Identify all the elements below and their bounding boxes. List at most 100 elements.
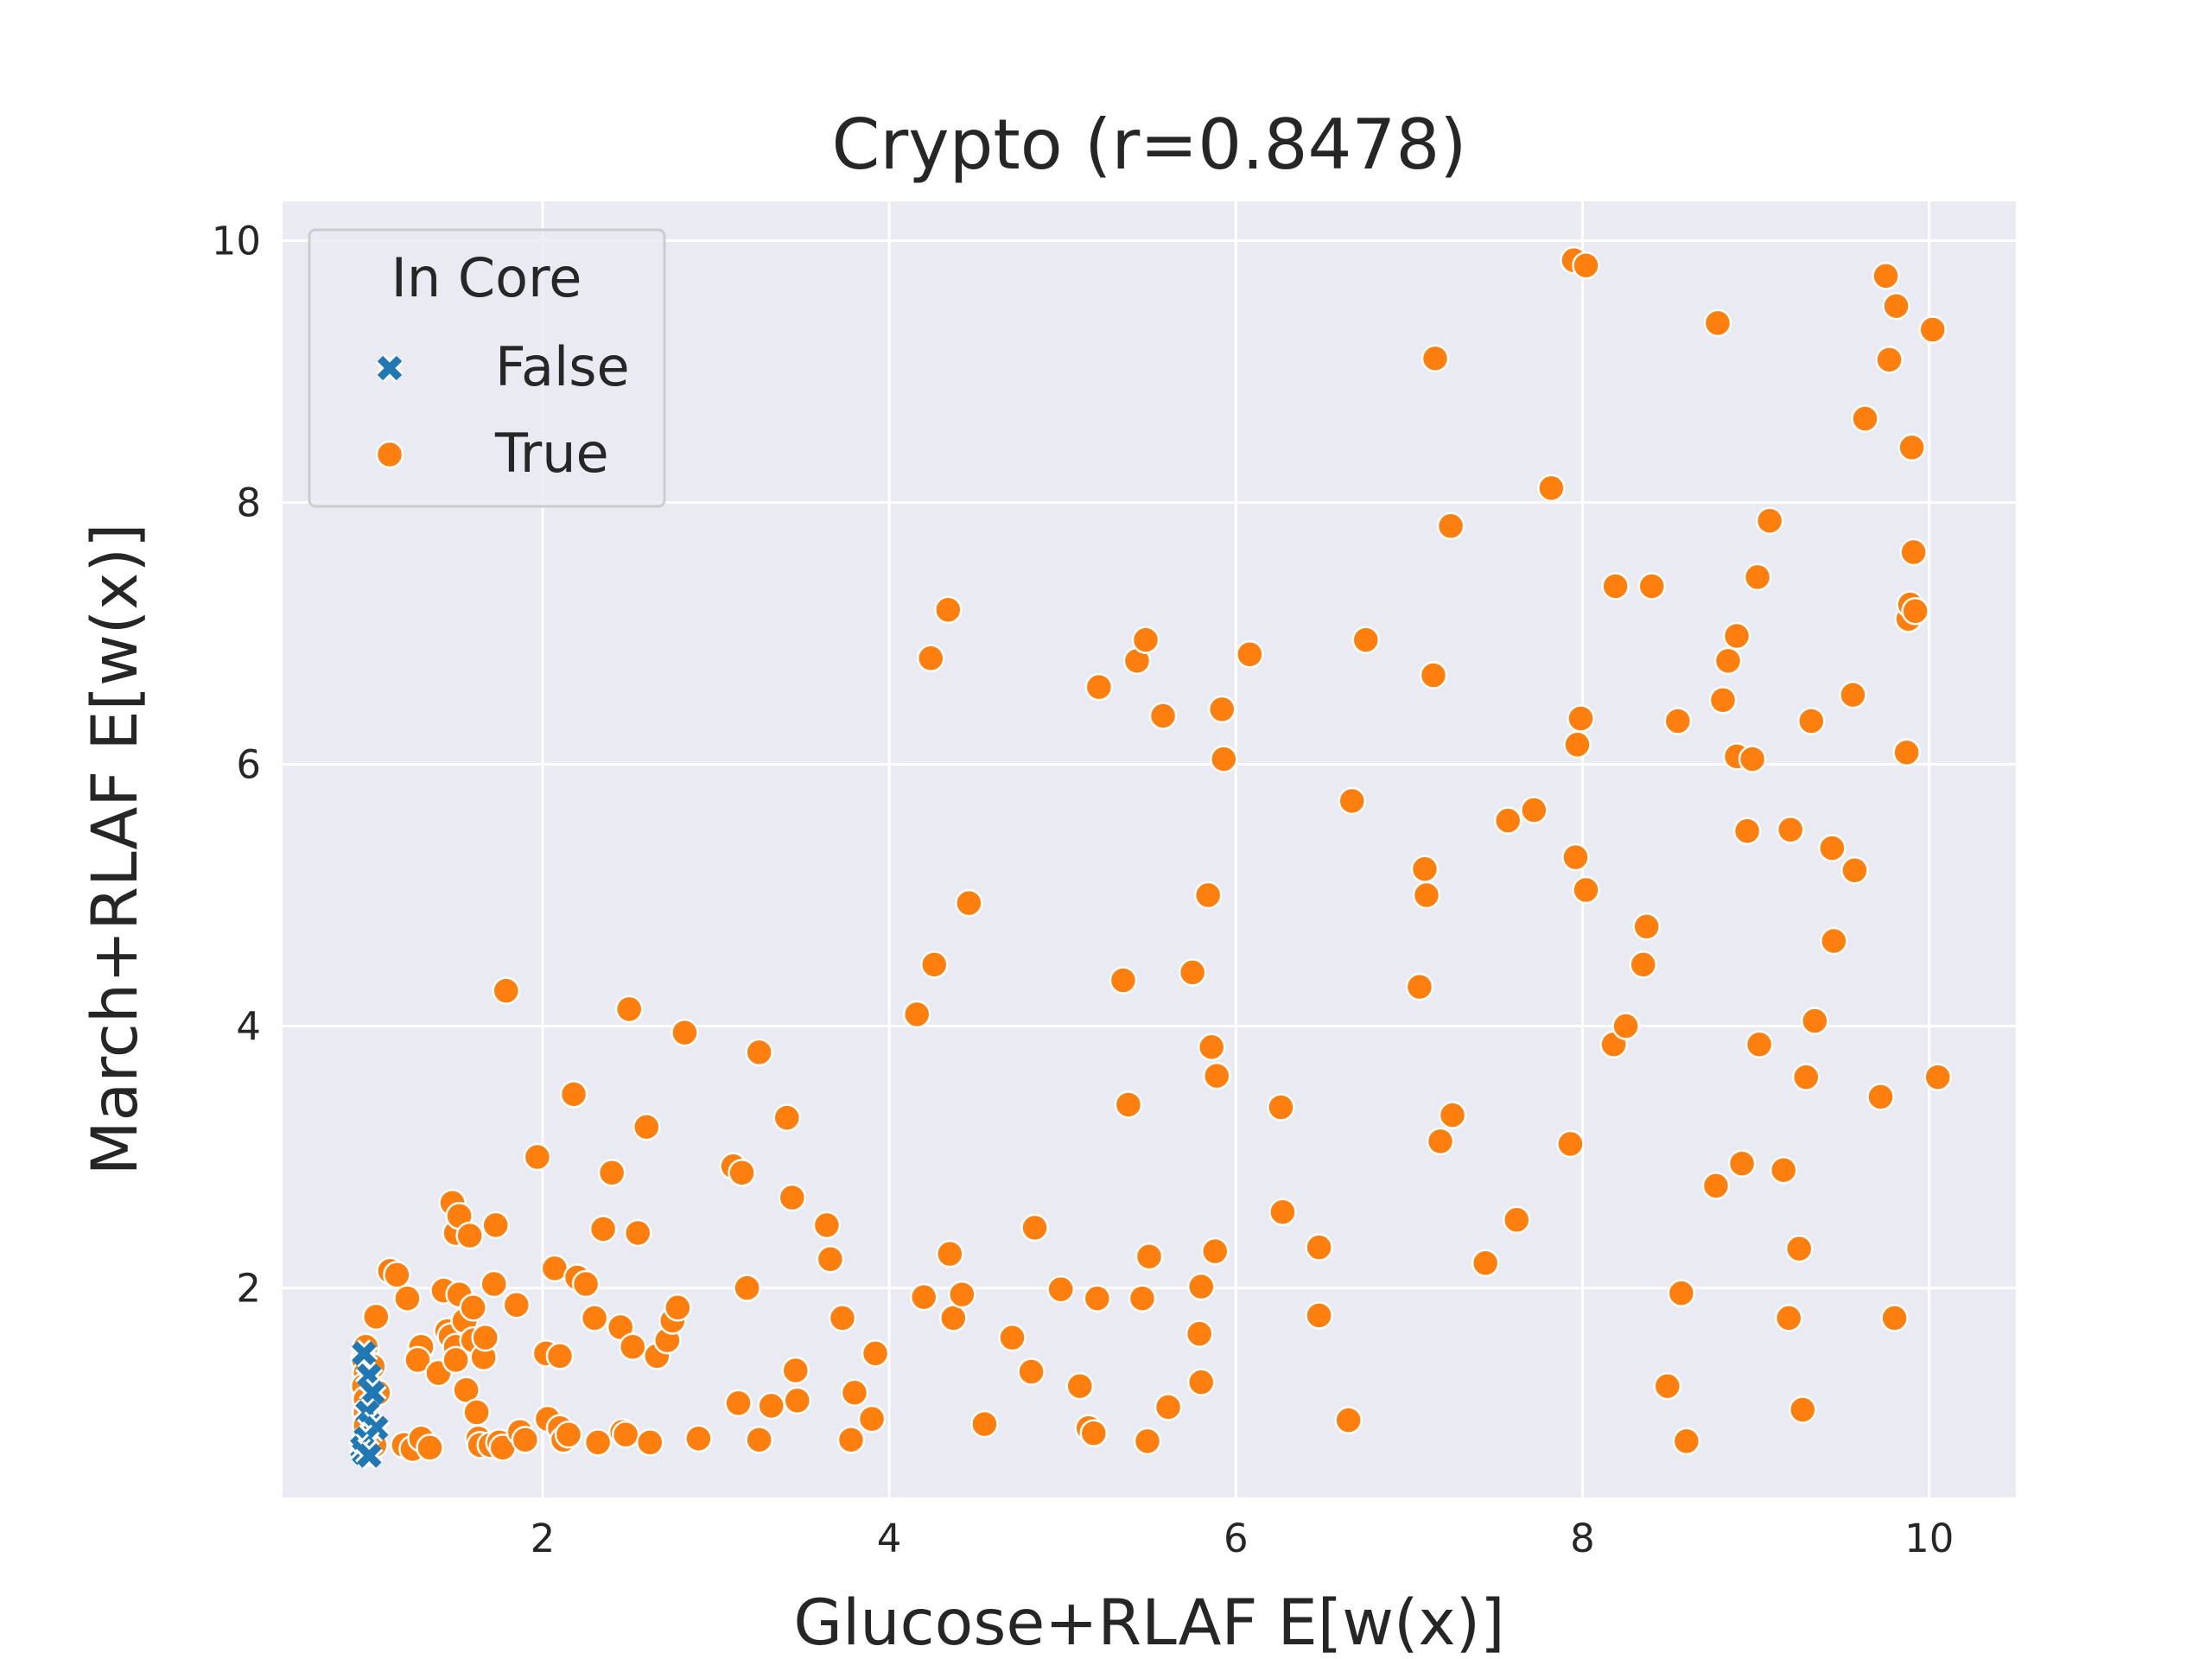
data-point-true	[1572, 251, 1600, 280]
data-point-true	[684, 1424, 713, 1453]
data-point-true	[664, 1294, 692, 1322]
data-point-true	[1537, 474, 1566, 503]
data-point-true	[1421, 344, 1450, 373]
data-points	[347, 245, 1952, 1470]
data-point-true	[1892, 738, 1921, 767]
data-point-true	[1797, 707, 1826, 735]
data-point-true	[623, 1218, 652, 1248]
data-point-true	[1918, 315, 1947, 344]
data-point-true	[1186, 1272, 1216, 1301]
data-point-true	[1046, 1274, 1075, 1304]
data-point-true	[948, 1280, 976, 1309]
data-point-true	[1722, 621, 1751, 651]
legend-label-true: True	[494, 422, 609, 485]
data-point-true	[1438, 1101, 1467, 1129]
data-point-true	[757, 1391, 785, 1421]
data-point-true	[1713, 646, 1743, 676]
data-point-true	[393, 1284, 422, 1313]
data-point-true	[728, 1158, 756, 1187]
data-point-true	[1789, 1395, 1817, 1424]
data-point-true	[1567, 704, 1595, 733]
data-point-true	[1672, 1427, 1701, 1456]
data-point-true	[1305, 1301, 1333, 1330]
data-point-true	[416, 1433, 444, 1462]
data-point-true	[1338, 786, 1366, 816]
data-point-true	[909, 1282, 938, 1312]
data-point-true	[1186, 1368, 1216, 1396]
legend: In Core False True	[308, 228, 666, 508]
data-point-true	[1202, 1061, 1231, 1090]
data-point-true	[1708, 686, 1738, 715]
data-point-true	[1436, 512, 1465, 541]
data-point-true	[1520, 796, 1548, 824]
data-point-true	[1133, 1427, 1162, 1456]
data-point-true	[1776, 816, 1805, 844]
data-point-true	[1667, 1279, 1696, 1307]
legend-box	[308, 228, 666, 508]
data-point-true	[1632, 912, 1661, 941]
data-point-true	[442, 1345, 470, 1375]
data-point-true	[559, 1080, 588, 1109]
data-point-true	[1801, 1007, 1829, 1035]
data-point-true	[611, 1421, 640, 1449]
data-point-true	[812, 1211, 842, 1240]
data-point-true	[1880, 1304, 1909, 1332]
data-point-true	[1785, 1234, 1814, 1263]
data-point-true	[614, 995, 644, 1024]
data-point-true	[1818, 834, 1847, 862]
data-point-true	[1820, 926, 1848, 956]
data-point-true	[1236, 639, 1264, 669]
data-point-true	[1653, 1371, 1682, 1401]
data-point-true	[1267, 1093, 1295, 1122]
data-point-true	[1901, 596, 1929, 626]
data-point-true	[1611, 1012, 1640, 1040]
data-point-true	[1148, 702, 1178, 730]
data-point-true	[955, 888, 983, 918]
data-point-true	[1792, 1063, 1821, 1091]
data-point-true	[1128, 1284, 1157, 1313]
data-point-true	[636, 1428, 664, 1457]
data-point-true	[1200, 1236, 1230, 1266]
data-point-true	[1083, 1284, 1112, 1313]
data-point-true	[816, 1244, 845, 1274]
legend-circle-marker	[375, 440, 404, 469]
data-point-true	[1305, 1233, 1333, 1262]
y-tick-label: 8	[236, 480, 261, 525]
data-point-false	[359, 1378, 387, 1408]
data-point-true	[1637, 572, 1666, 601]
data-point-true	[836, 1426, 866, 1454]
data-point-true	[545, 1342, 575, 1370]
data-point-true	[1875, 346, 1904, 374]
data-point-true	[840, 1378, 869, 1408]
data-point-true	[1663, 707, 1693, 735]
data-point-true	[1743, 563, 1772, 592]
data-point-true	[772, 1103, 801, 1132]
data-point-true	[1572, 875, 1600, 905]
data-point-true	[618, 1332, 647, 1362]
data-point-true	[724, 1389, 753, 1418]
data-point-true	[1563, 730, 1592, 760]
data-point-true	[1065, 1371, 1095, 1401]
data-point-true	[902, 1000, 931, 1029]
data-point-true	[383, 1261, 411, 1289]
data-point-true	[1114, 1090, 1143, 1119]
data-point-true	[1701, 1172, 1731, 1200]
data-point-true	[861, 1339, 890, 1368]
data-point-true	[1866, 1083, 1895, 1111]
data-point-true	[998, 1323, 1027, 1352]
data-point-false	[354, 1441, 384, 1470]
x-tick-label: 2	[531, 1516, 556, 1561]
data-point-true	[571, 1269, 601, 1299]
y-tick-label: 10	[212, 218, 261, 264]
data-point-true	[733, 1274, 761, 1302]
x-tick-label: 10	[1904, 1516, 1954, 1561]
data-point-true	[1185, 1319, 1214, 1348]
data-point-true	[580, 1304, 609, 1332]
data-point-true	[745, 1426, 773, 1454]
data-point-true	[1178, 958, 1207, 987]
data-point-true	[554, 1421, 583, 1449]
data-point-true	[597, 1158, 626, 1187]
data-point-true	[1405, 972, 1434, 1001]
x-tick-labels: 2 4 6 8 10	[531, 1516, 1955, 1561]
